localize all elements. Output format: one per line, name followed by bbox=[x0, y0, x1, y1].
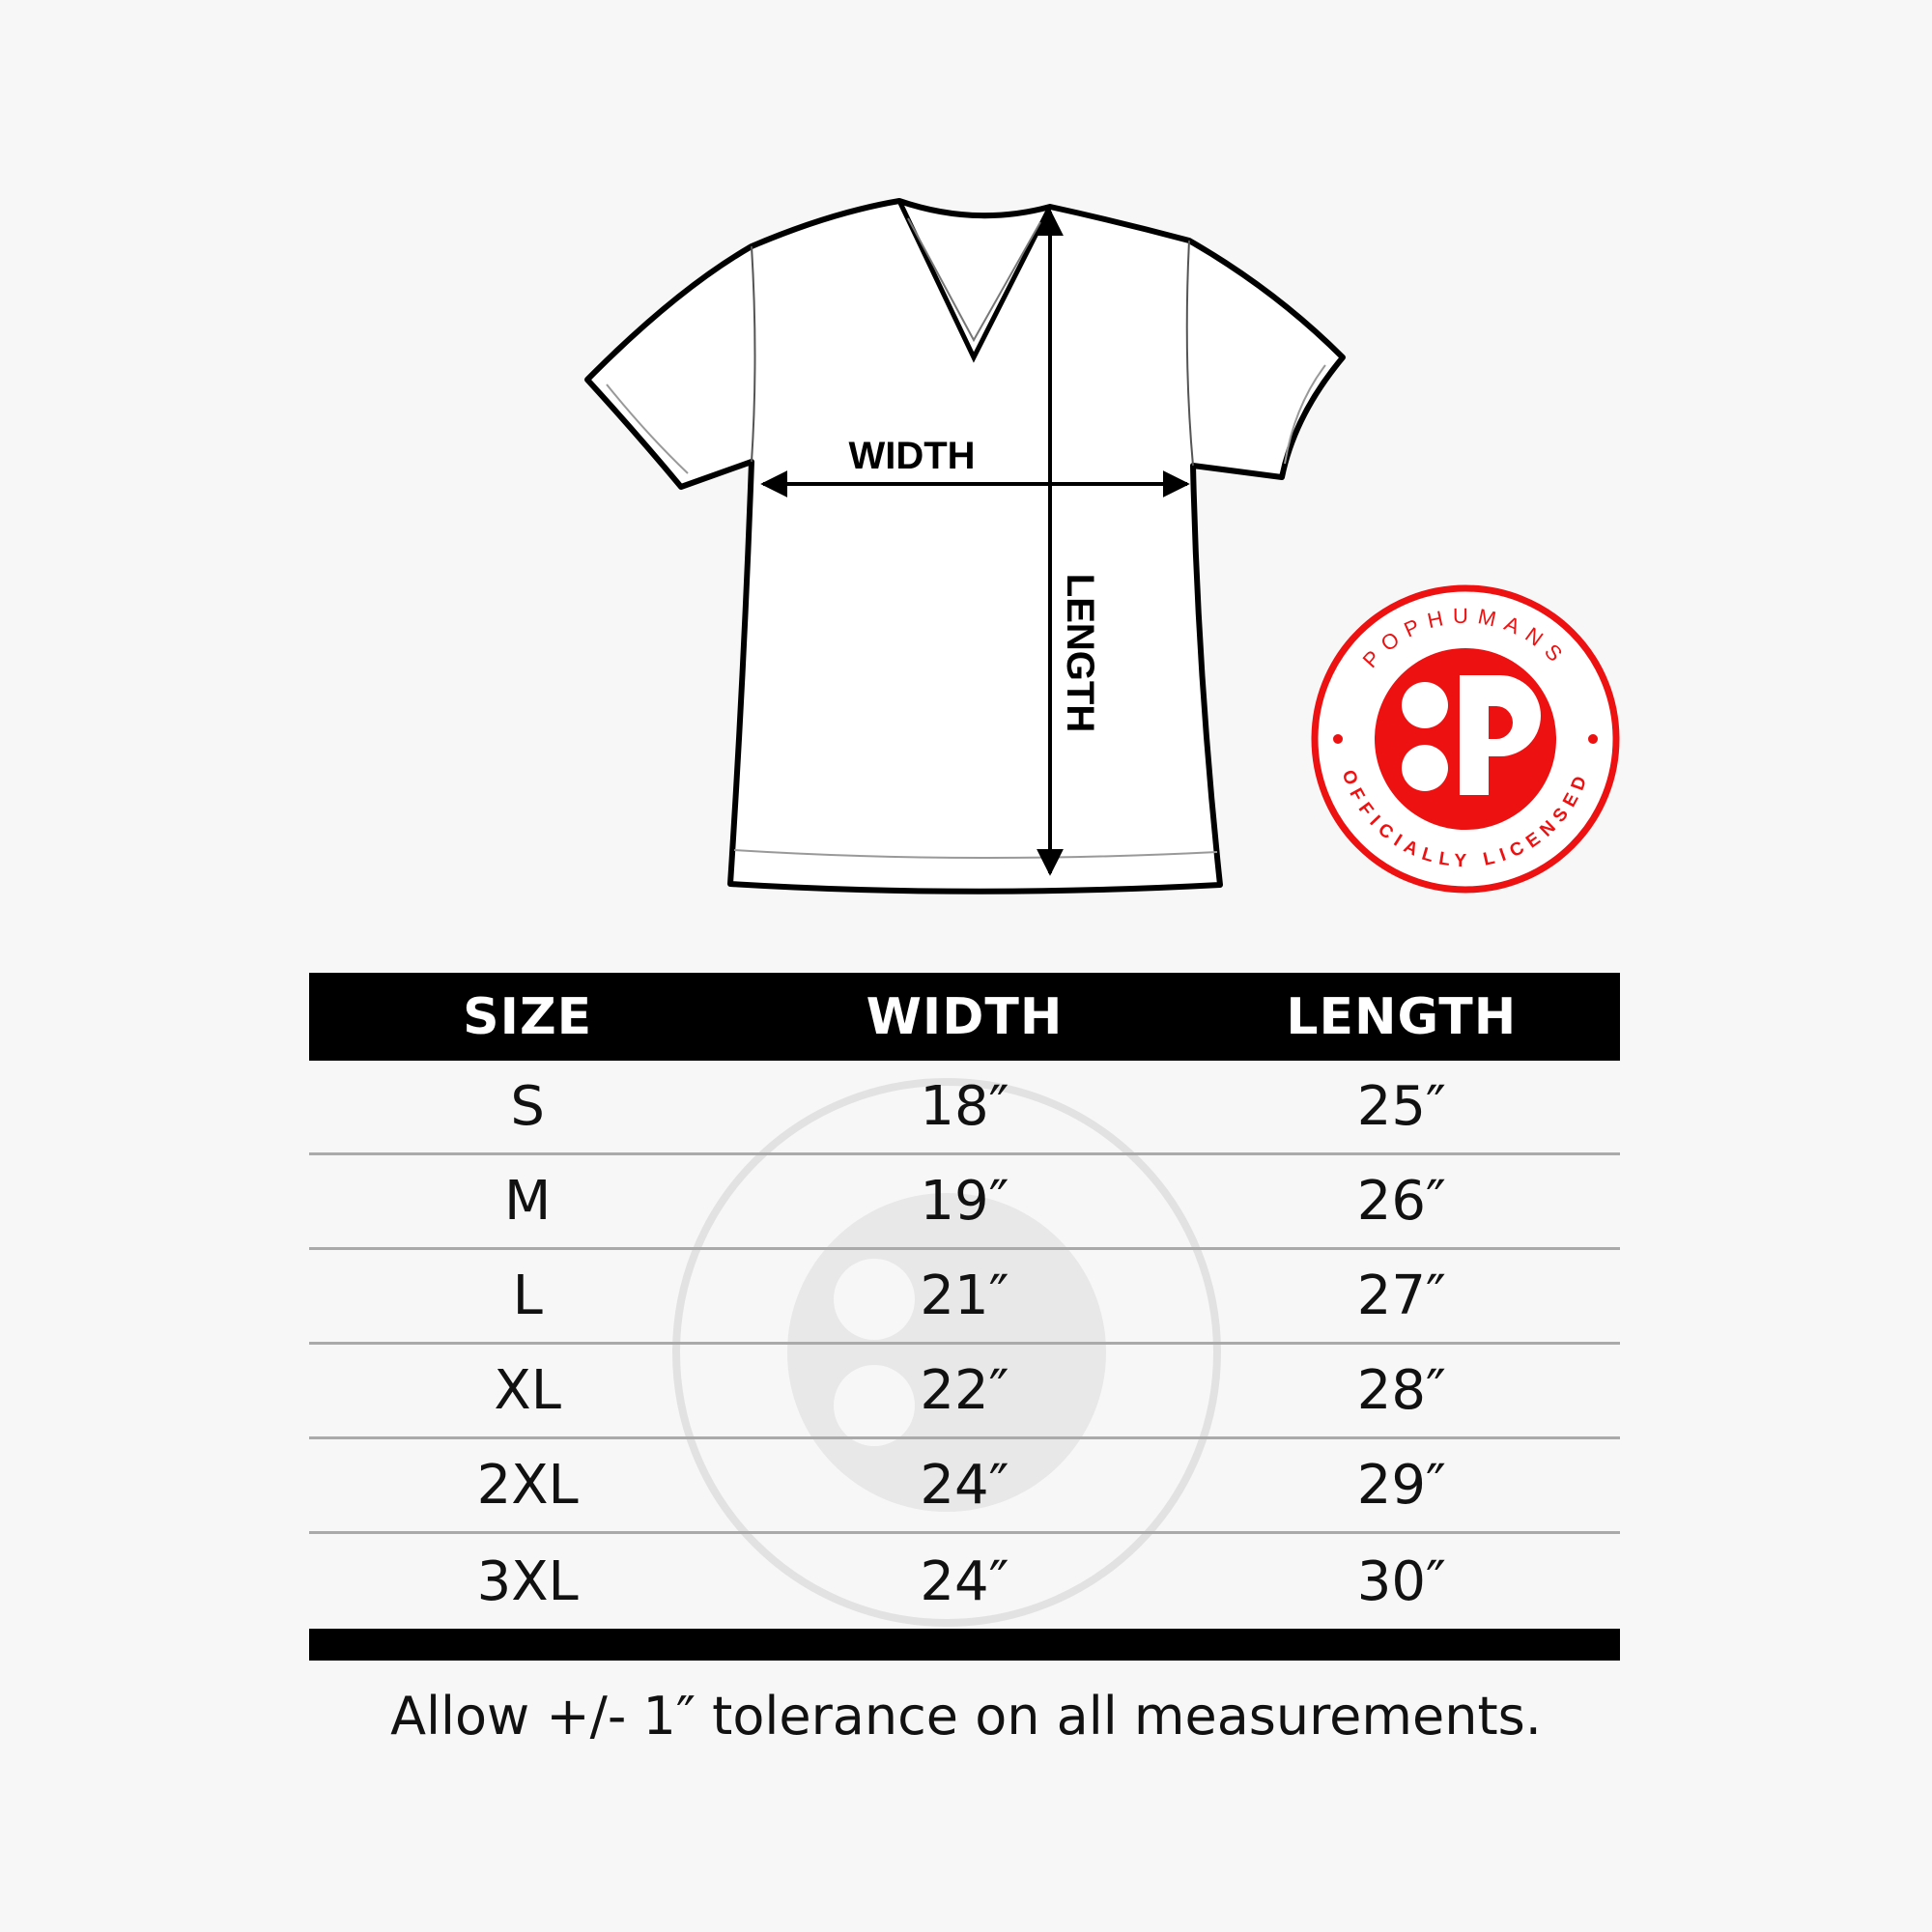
header-width: WIDTH bbox=[866, 987, 1064, 1046]
header-length: LENGTH bbox=[1286, 987, 1518, 1046]
width-label: WIDTH bbox=[848, 435, 975, 477]
cell-size: S bbox=[510, 1075, 545, 1138]
cell-size: 2XL bbox=[476, 1454, 579, 1517]
cell-length: 29″ bbox=[1356, 1454, 1446, 1517]
cell-length: 26″ bbox=[1356, 1170, 1446, 1233]
table-row: M 19″ 26″ bbox=[309, 1155, 1620, 1250]
cell-size: XL bbox=[494, 1359, 561, 1422]
tshirt-diagram: WIDTH LENGTH bbox=[584, 198, 1346, 895]
cell-length: 28″ bbox=[1356, 1359, 1446, 1422]
cell-size: 3XL bbox=[476, 1549, 579, 1613]
cell-size: M bbox=[504, 1170, 552, 1233]
cell-size: L bbox=[512, 1264, 543, 1327]
table-bottom-bar bbox=[309, 1629, 1620, 1661]
cell-width: 22″ bbox=[920, 1359, 1009, 1422]
table-header: SIZE WIDTH LENGTH bbox=[309, 973, 1620, 1061]
shirt-outline bbox=[584, 198, 1346, 895]
cell-length: 27″ bbox=[1356, 1264, 1446, 1327]
watermark-logo bbox=[672, 1078, 1221, 1627]
length-label: LENGTH bbox=[1059, 574, 1101, 732]
tolerance-note: Allow +/- 1″ tolerance on all measuremen… bbox=[390, 1686, 1542, 1747]
table-row: XL 22″ 28″ bbox=[309, 1345, 1620, 1439]
table-row: S 18″ 25″ bbox=[309, 1061, 1620, 1155]
table-row: 2XL 24″ 29″ bbox=[309, 1439, 1620, 1534]
cell-width: 21″ bbox=[920, 1264, 1009, 1327]
cell-width: 19″ bbox=[920, 1170, 1009, 1233]
cell-width: 24″ bbox=[920, 1454, 1009, 1517]
size-chart-table: SIZE WIDTH LENGTH S 18″ 25″ M 19″ 26″ L 21″ 27… bbox=[309, 973, 1620, 1661]
cell-length: 25″ bbox=[1356, 1075, 1446, 1138]
v-neck bbox=[896, 199, 1053, 363]
table-row: L 21″ 27″ bbox=[309, 1250, 1620, 1345]
cell-width: 24″ bbox=[920, 1549, 1009, 1613]
table-row: 3XL 24″ 30″ bbox=[309, 1534, 1620, 1629]
cell-width: 18″ bbox=[920, 1075, 1009, 1138]
header-size: SIZE bbox=[463, 987, 593, 1046]
officially-licensed-badge: POPHUMANS OFFICIALLY LICENSED bbox=[1311, 584, 1620, 894]
cell-length: 30″ bbox=[1356, 1549, 1446, 1613]
